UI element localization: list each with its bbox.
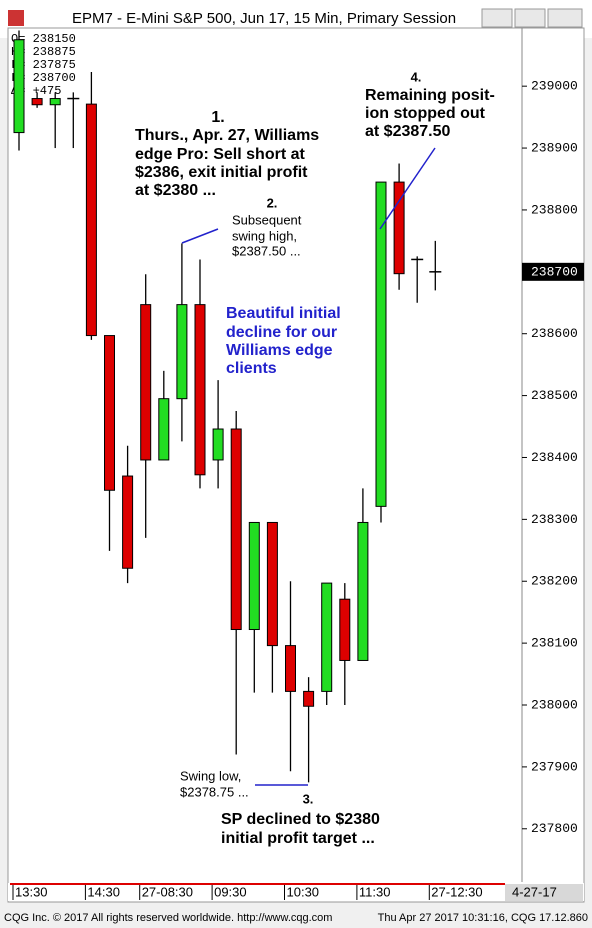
annotation: swing high,: [232, 228, 297, 243]
pointer-line: [181, 228, 219, 244]
candle-body: [357, 521, 369, 661]
annotation: SP declined to $2380: [221, 811, 380, 828]
annotation: Subsequent: [232, 212, 302, 227]
annotation: Beautiful initial: [226, 305, 341, 322]
y-tick-label: 239000: [531, 79, 578, 94]
date-box: [505, 884, 583, 901]
candle-body: [212, 428, 224, 461]
candle-body: [13, 39, 25, 134]
x-tick-label: 13:30: [15, 884, 48, 899]
candle-body: [31, 98, 43, 106]
candle-body: [194, 304, 206, 476]
candle-body: [176, 304, 188, 400]
x-tick-label: 27-08:30: [142, 884, 193, 899]
candle-body: [122, 475, 134, 569]
annotation: ion stopped out: [365, 105, 486, 122]
window-title: EPM7 - E-Mini S&P 500, Jun 17, 15 Min, P…: [72, 10, 456, 27]
y-tick-label: 237800: [531, 821, 578, 836]
candle-body: [85, 103, 97, 337]
y-tick-label: 238400: [531, 450, 578, 465]
annotation: 2.: [267, 195, 278, 210]
candle-body: [285, 645, 296, 692]
x-tick-label: 11:30: [359, 884, 391, 899]
annotation: edge Pro: Sell short at: [135, 146, 305, 163]
annotation: decline for our: [226, 324, 337, 341]
annotation: $2387.50 ...: [232, 243, 301, 258]
plot: 237800 237900 238000 238100 238200 238300 2384…: [11, 30, 584, 901]
info-line: L= 238700: [11, 71, 76, 85]
last-price-box: [522, 262, 584, 281]
y-tick-label: 238000: [531, 697, 578, 712]
annotation: 4.: [411, 69, 422, 84]
y-tick-label: 238100: [531, 636, 578, 651]
candle-body: [49, 98, 61, 106]
y-tick-label: 238600: [531, 326, 578, 341]
annotation: $2386, exit initial profit: [135, 164, 308, 181]
info-line: L= 237875: [11, 58, 76, 72]
app-icon: [8, 10, 24, 26]
candle-body: [158, 398, 170, 461]
maximize-button[interactable]: [514, 8, 546, 28]
x-tick-label: 10:30: [287, 884, 320, 899]
x-tick-label: 27-12:30: [431, 884, 482, 899]
candle-body: [375, 181, 387, 507]
footer-left: CQG Inc. © 2017 All rights reserved worl…: [4, 912, 332, 924]
pointer-line: [379, 147, 436, 230]
y-tick-label: 238200: [531, 574, 578, 589]
candle-body: [230, 428, 242, 631]
annotation: at $2387.50: [365, 123, 451, 140]
candle-body: [339, 598, 351, 661]
y-tick-label: 238300: [531, 512, 578, 527]
annotation: at $2380 ...: [135, 182, 216, 199]
candle-body: [393, 181, 405, 275]
footer-right: Thu Apr 27 2017 10:31:16, CQG 17.12.860: [378, 912, 588, 924]
candle-body: [104, 335, 115, 491]
x-axis-bar: [8, 883, 584, 901]
annotation: Thurs., Apr. 27, Williams: [135, 127, 319, 144]
candle-body: [303, 690, 315, 707]
info-line: O= 238150: [11, 32, 76, 46]
close-button[interactable]: [547, 8, 583, 28]
annotation: initial profit target ...: [221, 830, 375, 847]
candle-body: [266, 521, 278, 647]
candle-body: [140, 304, 152, 461]
x-tick-label: 09:30: [214, 884, 247, 899]
x-tick-label: 14:30: [87, 884, 120, 899]
info-line: H= 238875: [11, 45, 76, 59]
candle-body: [321, 582, 333, 692]
annotation: Williams edge: [226, 342, 333, 359]
y-tick-label: 238900: [531, 140, 578, 155]
y-tick-label: 238800: [531, 202, 578, 217]
minimize-button[interactable]: [481, 8, 513, 28]
last-price-label: 238700: [531, 264, 578, 279]
annotation: clients: [226, 360, 277, 377]
candle-body: [248, 521, 260, 631]
y-tick-label: 238500: [531, 388, 578, 403]
annotation: 1.: [211, 109, 224, 126]
annotation: Remaining posit-: [365, 87, 495, 104]
annotation: Swing low,: [180, 768, 241, 783]
date-label: 4-27-17: [512, 884, 557, 899]
annotation: $2378.75 ...: [180, 784, 249, 799]
annotation: 3.: [303, 791, 314, 806]
y-tick-label: 237900: [531, 759, 578, 774]
